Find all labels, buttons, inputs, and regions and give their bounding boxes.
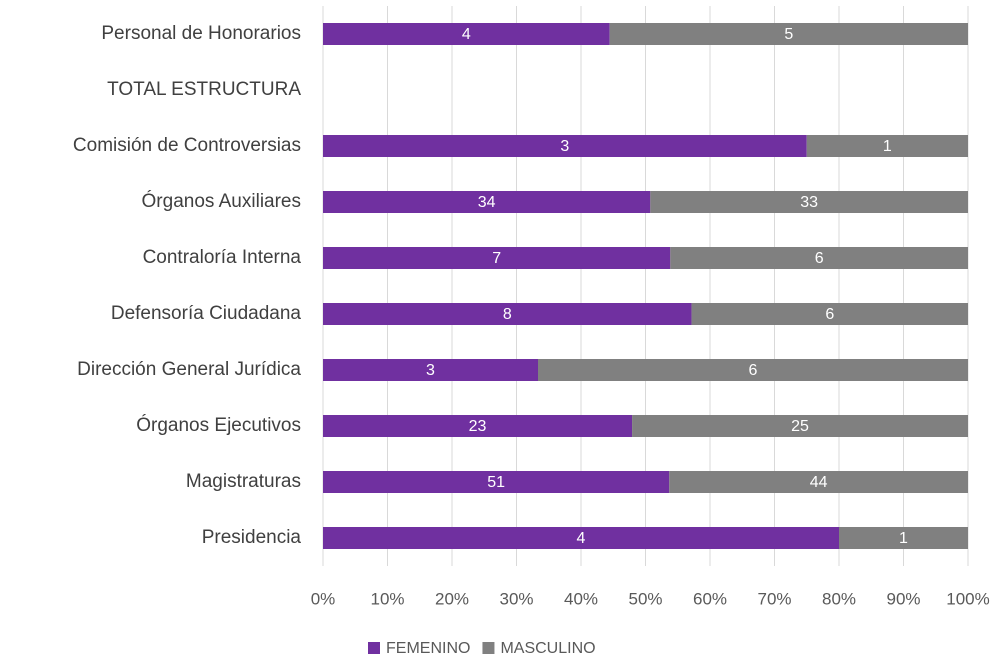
y-tick-label: Presidencia	[202, 527, 302, 548]
data-label: 33	[800, 194, 818, 211]
data-label: 51	[487, 474, 505, 491]
data-label: 4	[462, 26, 471, 43]
y-tick-label: Contraloría Interna	[143, 247, 302, 268]
y-tick-label: Comisión de Controversias	[73, 135, 301, 156]
y-tick-label: Personal de Honorarios	[101, 23, 301, 44]
bar-segment	[323, 191, 651, 213]
bar-segment	[806, 135, 968, 157]
y-tick-label: Órganos Auxiliares	[142, 190, 301, 212]
data-label: 7	[492, 250, 501, 267]
bar-segment	[323, 359, 538, 381]
legend-swatch	[482, 642, 495, 654]
bar-segment	[650, 191, 968, 213]
data-label: 34	[478, 194, 496, 211]
bar-segment	[323, 247, 671, 269]
data-label: 1	[899, 530, 908, 547]
data-label: 23	[469, 418, 487, 435]
data-label: 6	[825, 306, 834, 323]
y-tick-label: Magistraturas	[186, 471, 301, 492]
legend-label: MASCULINO	[500, 640, 595, 657]
bar-segment	[632, 415, 968, 437]
data-label: 6	[749, 362, 758, 379]
data-label: 5	[784, 26, 793, 43]
bar-segment	[323, 415, 633, 437]
y-tick-label: TOTAL ESTRUCTURA	[107, 79, 301, 100]
bar-segment	[538, 359, 968, 381]
data-label: 3	[426, 362, 435, 379]
bar-segment	[609, 23, 968, 45]
legend-label: FEMENINO	[386, 640, 470, 657]
data-label: 6	[815, 250, 824, 267]
x-tick-label: 30%	[499, 589, 533, 608]
y-tick-label: Defensoría Ciudadana	[111, 303, 302, 324]
legend-swatch	[368, 642, 380, 654]
data-label: 4	[577, 530, 586, 547]
data-label: 1	[883, 138, 892, 155]
y-tick-label: Órganos Ejecutivos	[136, 414, 301, 436]
x-tick-label: 100%	[946, 589, 989, 608]
bar-segment	[323, 23, 610, 45]
x-tick-label: 20%	[435, 589, 469, 608]
x-tick-label: 10%	[370, 589, 404, 608]
data-label: 3	[560, 138, 569, 155]
x-tick-label: 80%	[822, 589, 856, 608]
bar-segment	[323, 471, 670, 493]
bar-segment	[691, 303, 968, 325]
x-tick-label: 70%	[757, 589, 791, 608]
x-tick-label: 0%	[311, 589, 336, 608]
data-label: 25	[791, 418, 809, 435]
data-label: 44	[810, 474, 828, 491]
bar-segment	[670, 247, 968, 269]
data-label: 8	[503, 306, 512, 323]
bar-segment	[669, 471, 968, 493]
bar-segment	[839, 527, 968, 549]
x-tick-label: 60%	[693, 589, 727, 608]
x-tick-label: 50%	[628, 589, 662, 608]
bar-segment	[323, 303, 692, 325]
x-tick-label: 40%	[564, 589, 598, 608]
bar-segment	[323, 527, 839, 549]
y-tick-label: Dirección General Jurídica	[77, 359, 301, 380]
bar-segment	[323, 135, 807, 157]
x-tick-label: 90%	[886, 589, 920, 608]
